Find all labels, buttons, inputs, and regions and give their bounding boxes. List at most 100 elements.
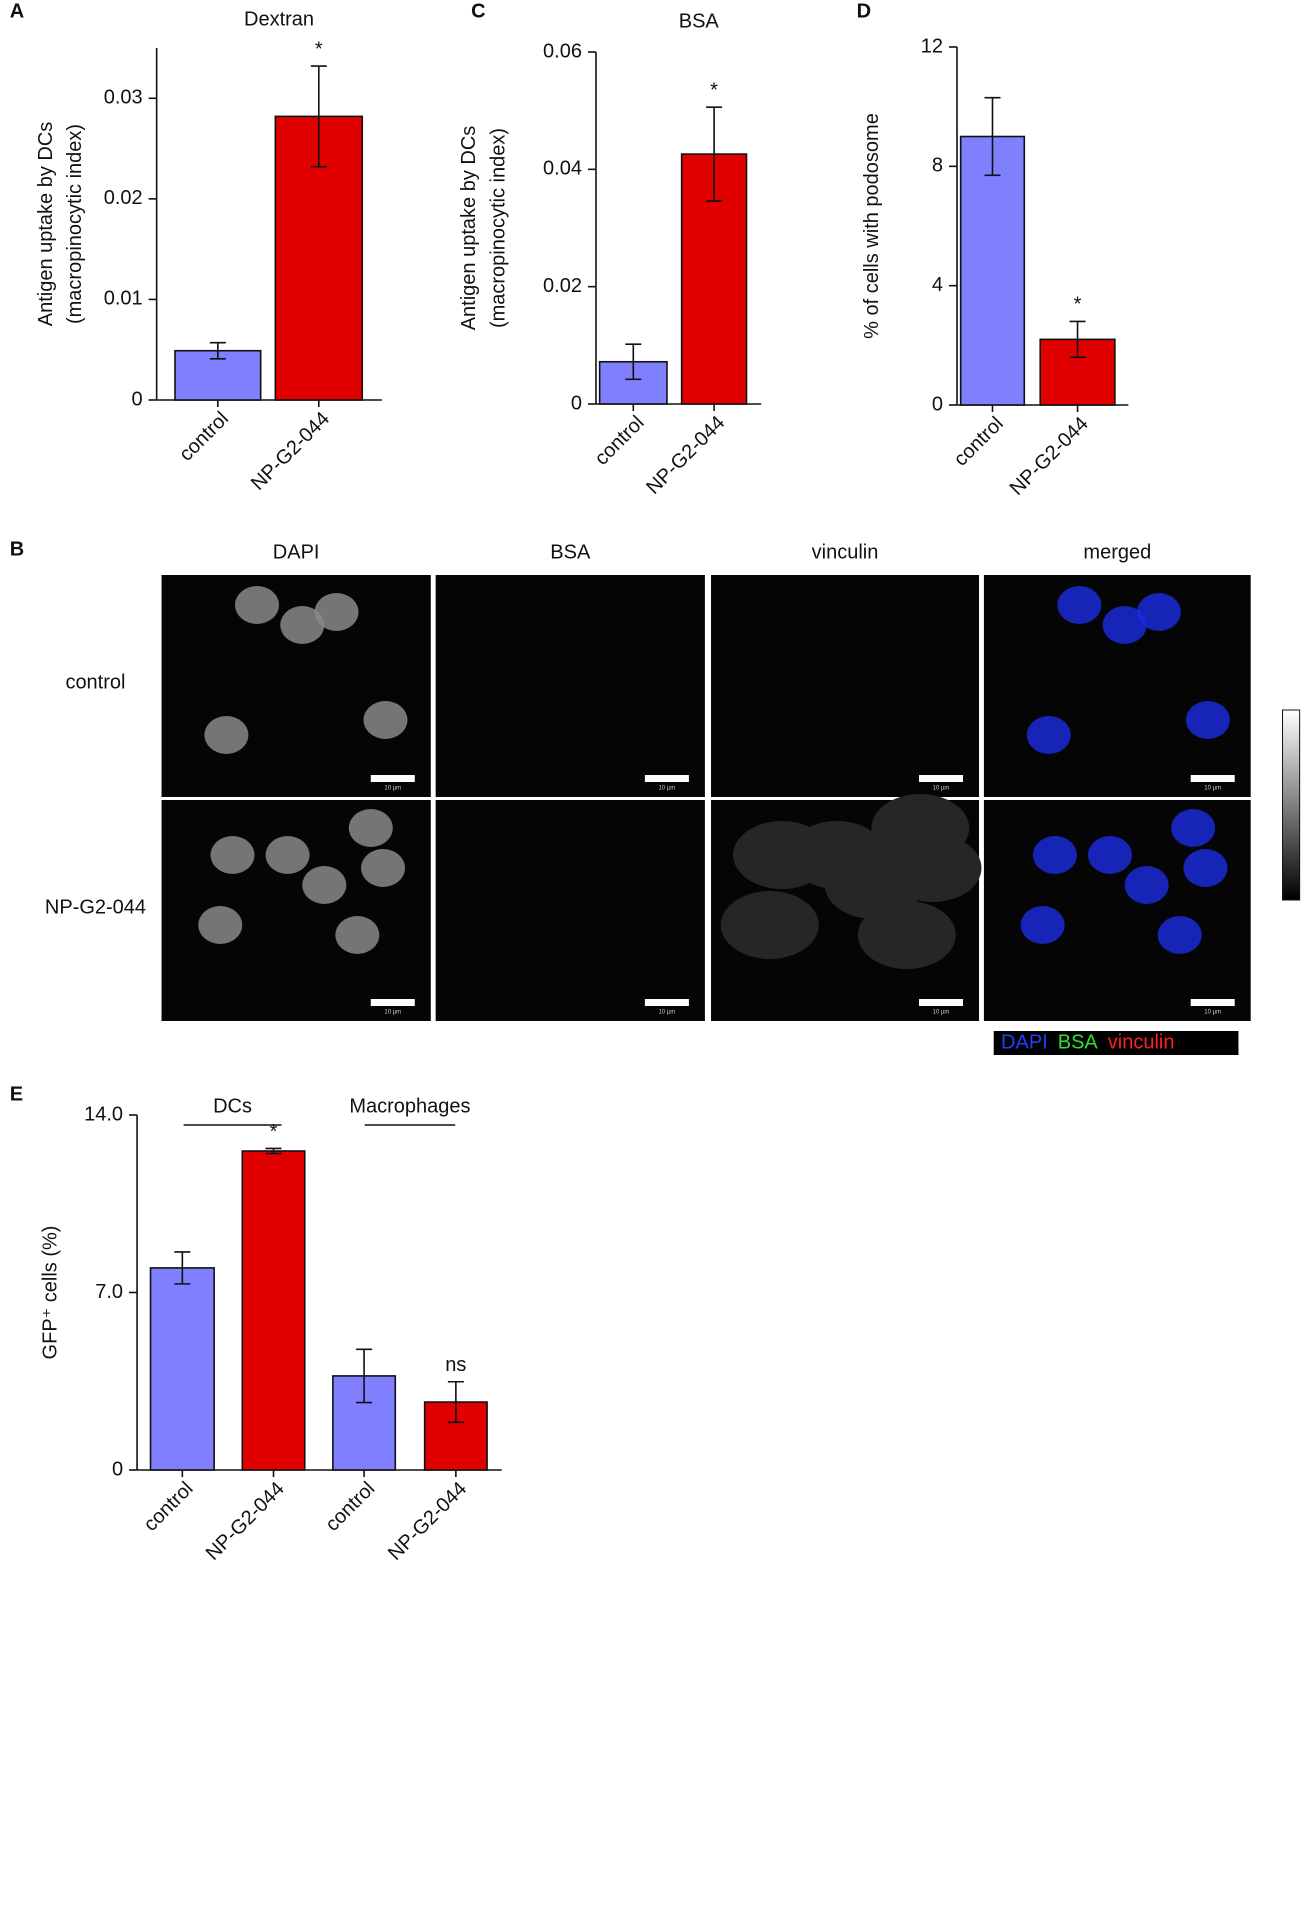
error-bar: [174, 1251, 191, 1285]
colorbar-label: 255: [1306, 657, 1307, 690]
error-bar: [984, 96, 1001, 177]
x-tick-label: NP-G2-044: [202, 1478, 289, 1565]
y-tick-label: 0.06: [543, 40, 582, 62]
y-axis-label: Antigen uptake by DCs: [35, 122, 57, 327]
panel-letter: B: [10, 538, 24, 560]
y-tick-label: 8: [932, 155, 943, 177]
error-bar: [447, 1380, 464, 1424]
colorbar-label: 0: [1306, 906, 1307, 917]
scale-bar: [919, 775, 964, 782]
error-bar: [625, 343, 642, 381]
error-bar: [706, 106, 723, 202]
nucleus: [335, 916, 380, 954]
legend-entry: vinculin: [1108, 1031, 1175, 1053]
annotation: *: [270, 1121, 278, 1143]
error-bar: [356, 1348, 373, 1404]
scale-bar: [644, 999, 689, 1006]
legend-box: [993, 1031, 1239, 1055]
nucleus: [234, 586, 280, 624]
error-bar: [209, 341, 226, 360]
x-tick-label: NP-G2-044: [247, 408, 334, 495]
y-axis-label: Antigen uptake by DCs: [458, 126, 480, 331]
column-title: BSA: [550, 541, 591, 563]
micrograph: [435, 575, 705, 797]
scale-bar-label: 10 µm: [659, 786, 676, 792]
y-axis-label: (macropinocytic index): [64, 124, 86, 324]
y-tick-label: 0: [932, 393, 943, 415]
colorbar: [1282, 709, 1301, 901]
y-tick-label: 4: [932, 274, 943, 296]
x-tick-label: control: [321, 1478, 379, 1536]
bar: [149, 1267, 215, 1471]
panel-letter: A: [10, 0, 24, 22]
y-tick-label: 7.0: [95, 1281, 123, 1303]
scale-bar: [370, 775, 415, 782]
nucleus: [1087, 836, 1132, 874]
column-title: merged: [1083, 541, 1151, 563]
cell-outline: [857, 901, 956, 969]
scale-bar: [370, 999, 415, 1006]
x-tick-label: control: [175, 408, 233, 466]
error-bar: [1069, 320, 1086, 359]
column-title: vinculin: [812, 541, 879, 563]
x-tick-label: control: [591, 412, 649, 470]
nucleus: [1157, 916, 1202, 954]
y-tick-label: 0.04: [543, 158, 582, 180]
scale-bar: [919, 999, 964, 1006]
y-axis-label: (macropinocytic index): [488, 128, 510, 328]
error-bar: [310, 65, 327, 168]
y-tick-label: 12: [921, 35, 943, 57]
scale-bar-label: 10 µm: [384, 1010, 401, 1016]
legend-entry: BSA: [1058, 1031, 1099, 1053]
nucleus: [1136, 593, 1181, 631]
scale-bar-label: 10 µm: [1204, 786, 1221, 792]
scale-bar-label: 10 µm: [933, 1010, 950, 1016]
x-tick-label: control: [950, 413, 1008, 471]
group-label: DCs: [213, 1095, 252, 1117]
y-tick-label: 14.0: [84, 1103, 123, 1125]
x-tick-label: control: [140, 1478, 198, 1536]
nucleus: [1026, 716, 1071, 754]
bar: [241, 1150, 306, 1471]
y-tick-label: 0: [132, 388, 143, 410]
row-label: NP-G2-044: [45, 896, 146, 918]
annotation: *: [710, 79, 718, 101]
nucleus: [1124, 866, 1169, 904]
annotation: ns: [445, 1354, 466, 1376]
panel-letter: D: [857, 0, 871, 22]
nucleus: [1020, 906, 1065, 944]
nucleus: [314, 593, 359, 631]
bar: [959, 135, 1026, 406]
y-axis-label: % of cells with podosome: [861, 113, 883, 339]
nucleus: [1183, 849, 1228, 887]
y-tick-label: 0.02: [104, 187, 143, 209]
nucleus: [1185, 701, 1230, 739]
nucleus: [1102, 606, 1147, 644]
chart-title: BSA: [679, 10, 720, 32]
nucleus: [363, 701, 408, 739]
nucleus: [265, 836, 310, 874]
micrograph: [435, 800, 705, 1021]
nucleus: [1032, 836, 1077, 874]
scale-bar-label: 10 µm: [384, 786, 401, 792]
scale-bar: [1190, 775, 1235, 782]
legend-entry: DAPI: [1001, 1031, 1048, 1053]
panel-letter: C: [471, 0, 485, 22]
y-tick-label: 0: [112, 1458, 123, 1480]
scale-bar: [644, 775, 689, 782]
scale-bar-label: 10 µm: [933, 786, 950, 792]
nucleus: [1057, 586, 1102, 624]
panel-letter: E: [10, 1083, 23, 1105]
micrograph: [711, 575, 980, 797]
nucleus: [204, 716, 249, 754]
nucleus: [302, 866, 347, 904]
y-tick-label: 0.02: [543, 275, 582, 297]
y-tick-label: 0.01: [104, 288, 143, 310]
x-tick-label: NP-G2-044: [384, 1478, 471, 1565]
nucleus: [198, 906, 243, 944]
y-axis-label: GFP⁺ cells (%): [40, 1226, 62, 1360]
nucleus: [1171, 809, 1216, 847]
group-label: Macrophages: [349, 1095, 470, 1117]
column-title: DAPI: [273, 541, 320, 563]
